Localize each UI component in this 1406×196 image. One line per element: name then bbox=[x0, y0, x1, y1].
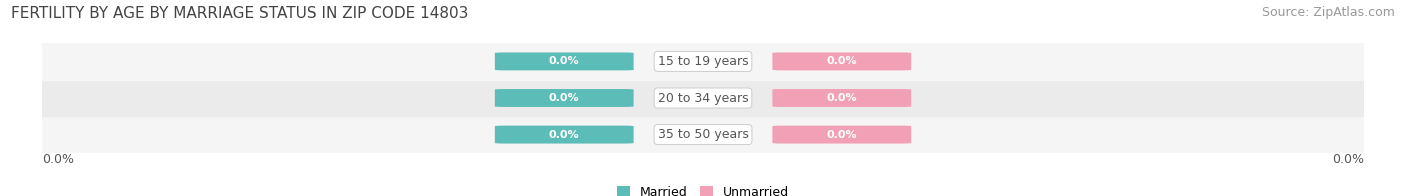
Text: FERTILITY BY AGE BY MARRIAGE STATUS IN ZIP CODE 14803: FERTILITY BY AGE BY MARRIAGE STATUS IN Z… bbox=[11, 6, 468, 21]
Text: 0.0%: 0.0% bbox=[548, 93, 579, 103]
Text: 0.0%: 0.0% bbox=[827, 93, 858, 103]
Legend: Married, Unmarried: Married, Unmarried bbox=[612, 181, 794, 196]
FancyBboxPatch shape bbox=[772, 126, 911, 143]
FancyBboxPatch shape bbox=[495, 53, 634, 70]
Text: 0.0%: 0.0% bbox=[827, 130, 858, 140]
FancyBboxPatch shape bbox=[495, 126, 634, 143]
Text: 0.0%: 0.0% bbox=[827, 56, 858, 66]
FancyBboxPatch shape bbox=[772, 89, 911, 107]
Bar bbox=[42, 116, 1364, 153]
Bar bbox=[42, 80, 1364, 116]
FancyBboxPatch shape bbox=[772, 53, 911, 70]
Text: 0.0%: 0.0% bbox=[1331, 153, 1364, 166]
Text: 20 to 34 years: 20 to 34 years bbox=[658, 92, 748, 104]
Text: 0.0%: 0.0% bbox=[42, 153, 75, 166]
Text: 0.0%: 0.0% bbox=[548, 130, 579, 140]
Bar bbox=[42, 43, 1364, 80]
FancyBboxPatch shape bbox=[495, 89, 634, 107]
Text: 35 to 50 years: 35 to 50 years bbox=[658, 128, 748, 141]
Text: 15 to 19 years: 15 to 19 years bbox=[658, 55, 748, 68]
Text: Source: ZipAtlas.com: Source: ZipAtlas.com bbox=[1261, 6, 1395, 19]
Text: 0.0%: 0.0% bbox=[548, 56, 579, 66]
